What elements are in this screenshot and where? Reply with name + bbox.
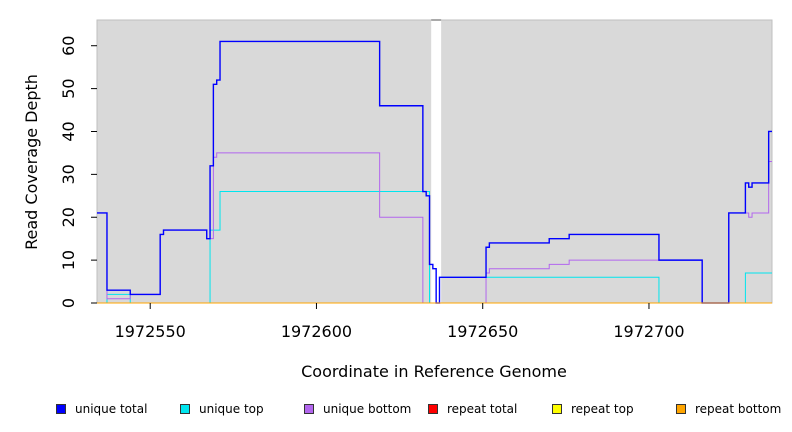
legend-swatch [552, 404, 562, 414]
legend-label: repeat top [571, 402, 634, 416]
x-axis: 1972550 1972600 1972650 1972700 [115, 303, 685, 341]
gap-band [431, 20, 442, 303]
legend-label: repeat total [447, 402, 518, 416]
gap-region [431, 19, 442, 303]
y-tick-label: 20 [59, 207, 78, 227]
y-tick-label: 60 [59, 36, 78, 56]
legend-swatch [180, 404, 190, 414]
y-tick-label: 30 [59, 164, 78, 184]
x-tick-label: 1972600 [281, 322, 352, 341]
legend-item: unique total [56, 400, 147, 418]
y-tick-label: 50 [59, 78, 78, 98]
legend-item: repeat top [552, 400, 634, 418]
legend-label: unique top [199, 402, 264, 416]
legend-item: unique top [180, 400, 264, 418]
legend-item: repeat total [428, 400, 517, 418]
legend-item: unique bottom [304, 400, 411, 418]
x-axis-title: Coordinate in Reference Genome [301, 362, 567, 381]
legend-item: repeat bottom [676, 400, 781, 418]
legend-label: unique total [75, 402, 148, 416]
y-axis-title: Read Coverage Depth [22, 74, 41, 250]
y-tick-label: 0 [59, 298, 78, 308]
legend-swatch [56, 404, 66, 414]
legend-swatch [304, 404, 314, 414]
y-axis: 0 10 20 30 40 50 60 [59, 36, 97, 308]
x-tick-label: 1972700 [613, 322, 684, 341]
legend: unique total unique top unique bottom repea… [0, 400, 792, 418]
y-tick-label: 40 [59, 121, 78, 141]
series-line-unique-total [97, 40, 772, 304]
series-lines [97, 40, 772, 304]
legend-swatch [676, 404, 686, 414]
legend-label: repeat bottom [695, 402, 782, 416]
legend-swatch [428, 404, 438, 414]
x-tick-label: 1972650 [447, 322, 518, 341]
x-tick-label: 1972550 [115, 322, 186, 341]
y-tick-label: 10 [59, 250, 78, 270]
legend-label: unique bottom [323, 402, 412, 416]
